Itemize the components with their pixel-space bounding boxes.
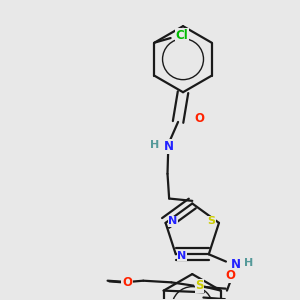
Text: S: S (195, 279, 204, 292)
Text: H: H (244, 257, 253, 268)
Text: O: O (225, 269, 235, 282)
Text: O: O (194, 112, 205, 125)
Text: H: H (150, 140, 160, 150)
Text: O: O (122, 276, 132, 289)
Text: Cl: Cl (176, 29, 188, 42)
Text: N: N (168, 216, 178, 226)
Text: N: N (231, 258, 241, 271)
Text: S: S (208, 216, 216, 226)
Text: N: N (177, 251, 186, 261)
Text: N: N (164, 140, 174, 153)
